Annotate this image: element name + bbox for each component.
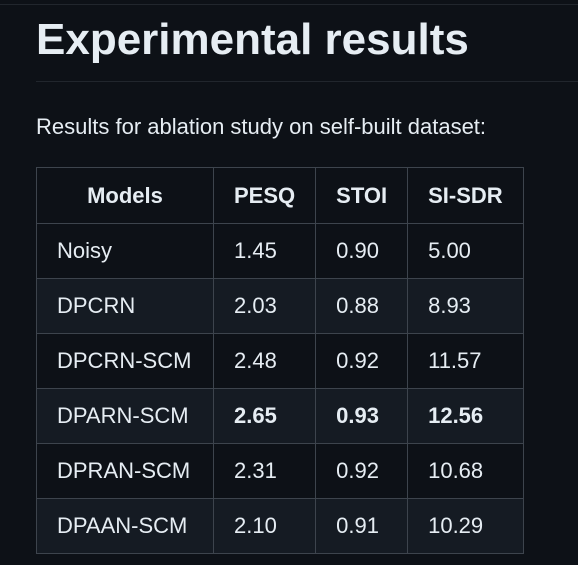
cell-si-sdr: 10.29: [407, 498, 524, 554]
table-row: DPAAN-SCM 2.10 0.91 10.29: [36, 498, 524, 554]
table-row: Noisy 1.45 0.90 5.00: [36, 223, 524, 279]
cell-si-sdr: 11.57: [407, 333, 524, 389]
table-header-row: Models PESQ STOI SI-SDR: [36, 167, 524, 224]
cell-pesq: 2.31: [212, 443, 317, 499]
header-stoi: STOI: [315, 167, 409, 224]
table-row: DPCRN-SCM 2.48 0.92 11.57: [36, 333, 524, 389]
cell-pesq: 2.03: [212, 278, 317, 334]
page-heading: Experimental results: [36, 15, 469, 64]
cell-si-sdr: 10.68: [407, 443, 524, 499]
cell-pesq: 1.45: [212, 223, 317, 279]
intro-text: Results for ablation study on self-built…: [36, 114, 487, 139]
header-pesq: PESQ: [212, 167, 317, 224]
cell-model: DPCRN-SCM: [36, 333, 214, 389]
cell-model: DPCRN: [36, 278, 214, 334]
cell-model: Noisy: [36, 223, 214, 279]
cell-stoi: 0.92: [315, 333, 409, 389]
cell-model: DPARN-SCM: [36, 388, 214, 444]
table-row: DPCRN 2.03 0.88 8.93: [36, 278, 524, 334]
cell-pesq: 2.65: [212, 388, 317, 444]
cell-pesq: 2.10: [212, 498, 317, 554]
cell-stoi: 0.91: [315, 498, 409, 554]
cell-stoi: 0.90: [315, 223, 409, 279]
cell-si-sdr: 5.00: [407, 223, 524, 279]
cell-model: DPRAN-SCM: [36, 443, 214, 499]
cell-stoi: 0.92: [315, 443, 409, 499]
cell-si-sdr: 8.93: [407, 278, 524, 334]
cell-model: DPAAN-SCM: [36, 498, 214, 554]
cell-pesq: 2.48: [212, 333, 317, 389]
table-row-best: DPARN-SCM 2.65 0.93 12.56: [36, 388, 524, 444]
cell-stoi: 0.93: [315, 388, 409, 444]
header-si-sdr: SI-SDR: [407, 167, 524, 224]
cell-stoi: 0.88: [315, 278, 409, 334]
header-models: Models: [36, 167, 214, 224]
results-table: Models PESQ STOI SI-SDR Noisy 1.45 0.90 …: [36, 167, 524, 554]
heading-divider: [36, 81, 578, 82]
cell-si-sdr: 12.56: [407, 388, 524, 444]
table-row: DPRAN-SCM 2.31 0.92 10.68: [36, 443, 524, 499]
top-divider: [0, 4, 578, 5]
